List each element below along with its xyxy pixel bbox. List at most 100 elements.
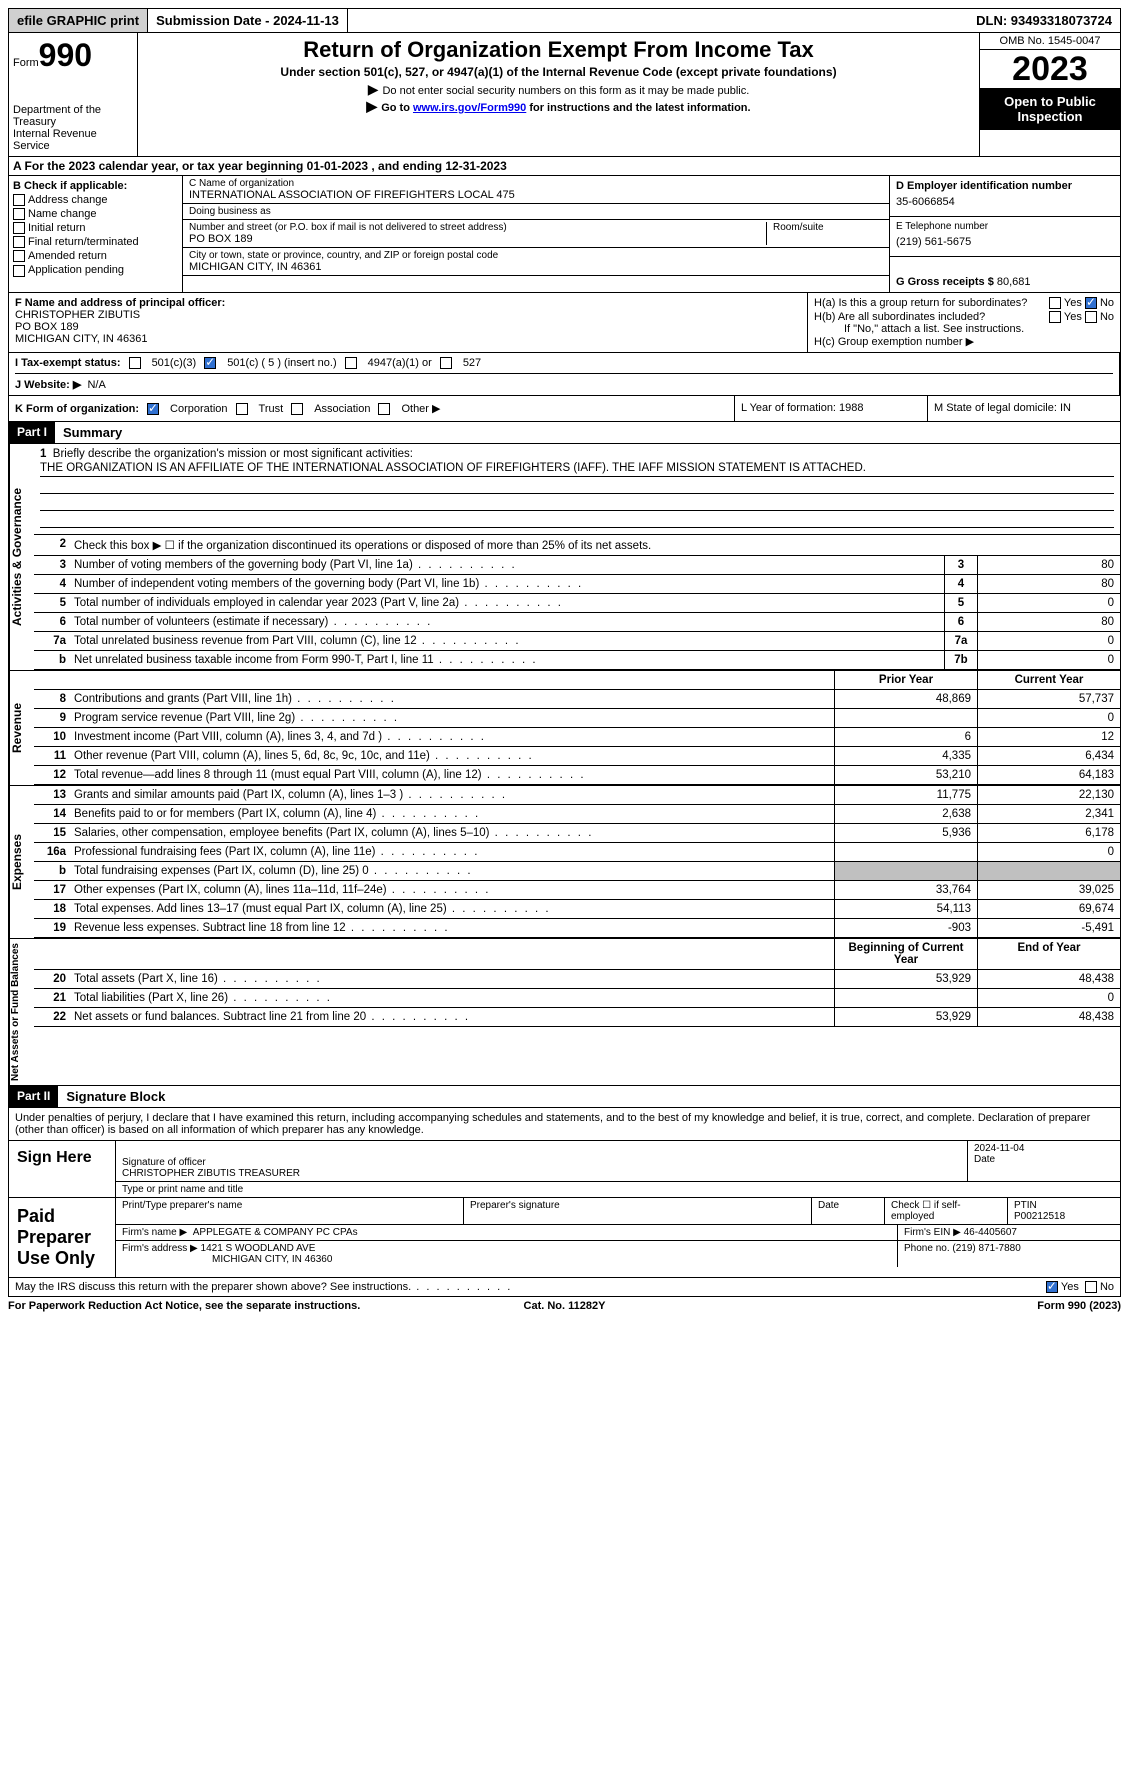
lbl-address-change: Address change [28, 194, 108, 206]
state-domicile: M State of legal domicile: IN [927, 396, 1120, 421]
sign-here-section: Sign Here Signature of officer CHRISTOPH… [8, 1141, 1121, 1198]
chk-other[interactable] [378, 403, 390, 415]
current-val: 48,438 [977, 970, 1120, 988]
chk-final-return[interactable] [13, 236, 25, 248]
chk-name-change[interactable] [13, 208, 25, 220]
current-val: -5,491 [977, 919, 1120, 937]
current-val: 0 [977, 709, 1120, 727]
dba-label: Doing business as [189, 206, 883, 217]
lbl-initial-return: Initial return [28, 222, 85, 234]
lbl-4947: 4947(a)(1) or [368, 357, 432, 369]
sign-here-label: Sign Here [9, 1141, 116, 1197]
chk-4947[interactable] [345, 357, 357, 369]
officer-addr1: PO BOX 189 [15, 321, 801, 333]
prior-val: 2,638 [834, 805, 977, 823]
line-box: 4 [944, 575, 977, 593]
line-desc: Total assets (Part X, line 16) [70, 970, 834, 988]
prior-val: 33,764 [834, 881, 977, 899]
chk-assoc[interactable] [291, 403, 303, 415]
current-val: 57,737 [977, 690, 1120, 708]
line-num: 13 [34, 786, 70, 804]
line-num: 8 [34, 690, 70, 708]
line-desc: Grants and similar amounts paid (Part IX… [70, 786, 834, 804]
part-i-badge: Part I [9, 422, 55, 443]
line-num: 22 [34, 1008, 70, 1026]
prior-val: 4,335 [834, 747, 977, 765]
irs-link[interactable]: www.irs.gov/Form990 [413, 102, 526, 114]
vert-revenue: Revenue [9, 671, 34, 785]
line-num: 10 [34, 728, 70, 746]
line-desc: Total fundraising expenses (Part IX, col… [70, 862, 834, 880]
prep-phone-label: Phone no. [904, 1243, 950, 1254]
line-num: 11 [34, 747, 70, 765]
chk-amended[interactable] [13, 250, 25, 262]
current-val: 69,674 [977, 900, 1120, 918]
chk-527[interactable] [440, 357, 452, 369]
lbl-527: 527 [463, 357, 481, 369]
chk-discuss-no[interactable] [1085, 1281, 1097, 1293]
line-box: 3 [944, 556, 977, 574]
current-val: 2,341 [977, 805, 1120, 823]
prior-val [834, 862, 977, 880]
line-desc: Total expenses. Add lines 13–17 (must eq… [70, 900, 834, 918]
chk-ha-no[interactable] [1085, 297, 1097, 309]
current-val: 0 [977, 989, 1120, 1007]
line-num: 12 [34, 766, 70, 784]
tax-year: 2023 [980, 50, 1120, 88]
line-desc: Total revenue—add lines 8 through 11 (mu… [70, 766, 834, 784]
row-i-label: I Tax-exempt status: [15, 357, 121, 369]
lbl-corp: Corporation [170, 403, 227, 415]
submission-date: Submission Date - 2024-11-13 [156, 13, 339, 28]
firm-name-label: Firm's name ▶ [122, 1227, 187, 1238]
type-name-label: Type or print name and title [116, 1182, 1120, 1197]
firm-name: APPLEGATE & COMPANY PC CPAs [193, 1227, 358, 1238]
chk-hb-yes[interactable] [1049, 311, 1061, 323]
pra-notice: For Paperwork Reduction Act Notice, see … [8, 1300, 379, 1312]
goto-pre: Go to [381, 102, 413, 114]
chk-initial-return[interactable] [13, 222, 25, 234]
line-num: 20 [34, 970, 70, 988]
firm-addr2: MICHIGAN CITY, IN 46360 [122, 1254, 332, 1265]
firm-addr-label: Firm's address ▶ [122, 1243, 198, 1254]
prior-val: 53,929 [834, 970, 977, 988]
line-desc: Total unrelated business revenue from Pa… [70, 632, 944, 650]
hdr-prior: Prior Year [834, 671, 977, 689]
hb-note: If "No," attach a list. See instructions… [814, 323, 1114, 335]
chk-hb-no[interactable] [1085, 311, 1097, 323]
year-formation: L Year of formation: 1988 [734, 396, 927, 421]
line-desc: Investment income (Part VIII, column (A)… [70, 728, 834, 746]
current-val: 6,434 [977, 747, 1120, 765]
firm-ein-label: Firm's EIN ▶ [904, 1227, 961, 1238]
line-desc: Revenue less expenses. Subtract line 18 … [70, 919, 834, 937]
line-val: 80 [977, 613, 1120, 631]
line-desc: Other revenue (Part VIII, column (A), li… [70, 747, 834, 765]
mission-label: Briefly describe the organization's miss… [53, 448, 413, 460]
line-val: 80 [977, 575, 1120, 593]
chk-501c3[interactable] [129, 357, 141, 369]
lbl-501c3: 501(c)(3) [152, 357, 197, 369]
ha-label: H(a) Is this a group return for subordin… [814, 297, 1049, 309]
chk-discuss-yes[interactable] [1046, 1281, 1058, 1293]
efile-button[interactable]: efile GRAPHIC print [17, 13, 139, 28]
line-num: 4 [34, 575, 70, 593]
current-val [977, 862, 1120, 880]
line-desc: Net unrelated business taxable income fr… [70, 651, 944, 669]
chk-corp[interactable] [147, 403, 159, 415]
mission-text: THE ORGANIZATION IS AN AFFILIATE OF THE … [40, 462, 1114, 477]
line-val: 80 [977, 556, 1120, 574]
hc-label: H(c) Group exemption number ▶ [814, 335, 1114, 348]
line-num: 3 [34, 556, 70, 574]
firm-ein: 46-4405607 [964, 1227, 1017, 1238]
chk-app-pending[interactable] [13, 265, 25, 277]
chk-address-change[interactable] [13, 194, 25, 206]
ptin-label: PTIN [1014, 1200, 1037, 1211]
line-desc: Total liabilities (Part X, line 26) [70, 989, 834, 1007]
prior-val [834, 709, 977, 727]
chk-ha-yes[interactable] [1049, 297, 1061, 309]
chk-501c[interactable] [204, 357, 216, 369]
city-value: MICHIGAN CITY, IN 46361 [189, 261, 883, 273]
city-label: City or town, state or province, country… [189, 250, 883, 261]
line-desc: Total number of individuals employed in … [70, 594, 944, 612]
chk-trust[interactable] [236, 403, 248, 415]
form-header: Form990 Department of the Treasury Inter… [8, 33, 1121, 157]
